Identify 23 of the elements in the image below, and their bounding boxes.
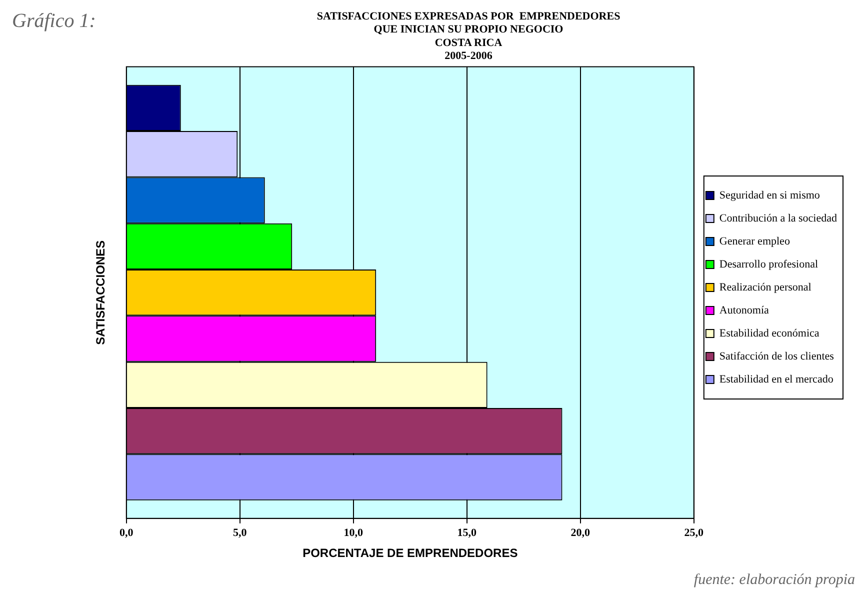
text: COSTA RICA <box>434 36 502 49</box>
text: 2005-2006 <box>444 50 492 62</box>
legend-label: Desarrollo profesional <box>719 258 818 270</box>
text: Gráfico 1: <box>12 10 96 33</box>
x-tick-label: 15,0 <box>457 526 478 539</box>
text: SATISFACCIONES EXPRESADAS POR EMPRENDEDORES <box>316 10 620 22</box>
legend-label: Estabilidad económica <box>719 327 820 340</box>
legend-label: Autonomía <box>719 304 770 316</box>
x-tick-label: 10,0 <box>344 526 364 539</box>
legend-label: Realización personal <box>719 281 812 294</box>
text: QUE INICIAN SU PROPIO NEGOCIO <box>374 24 564 36</box>
legend-label: Satifacción de los clientes <box>719 350 834 362</box>
x-axis-title: PORCENTAJE DE EMPRENDEDORES <box>302 546 518 560</box>
y-axis-title: SATISFACCIONES <box>94 240 108 345</box>
legend-label: Contribución a la sociedad <box>719 212 838 224</box>
legend-label: Seguridad en si mismo <box>719 189 820 202</box>
x-tick-label: 20,0 <box>570 526 591 539</box>
legend-label: Generar empleo <box>719 235 790 248</box>
x-tick-label: 5,0 <box>233 526 248 539</box>
x-tick-label: 0,0 <box>120 526 134 539</box>
source-note: fuente: elaboración propia <box>694 572 855 589</box>
x-tick-label: 25,0 <box>684 526 704 539</box>
legend-label: Estabilidad en el mercado <box>719 373 834 386</box>
